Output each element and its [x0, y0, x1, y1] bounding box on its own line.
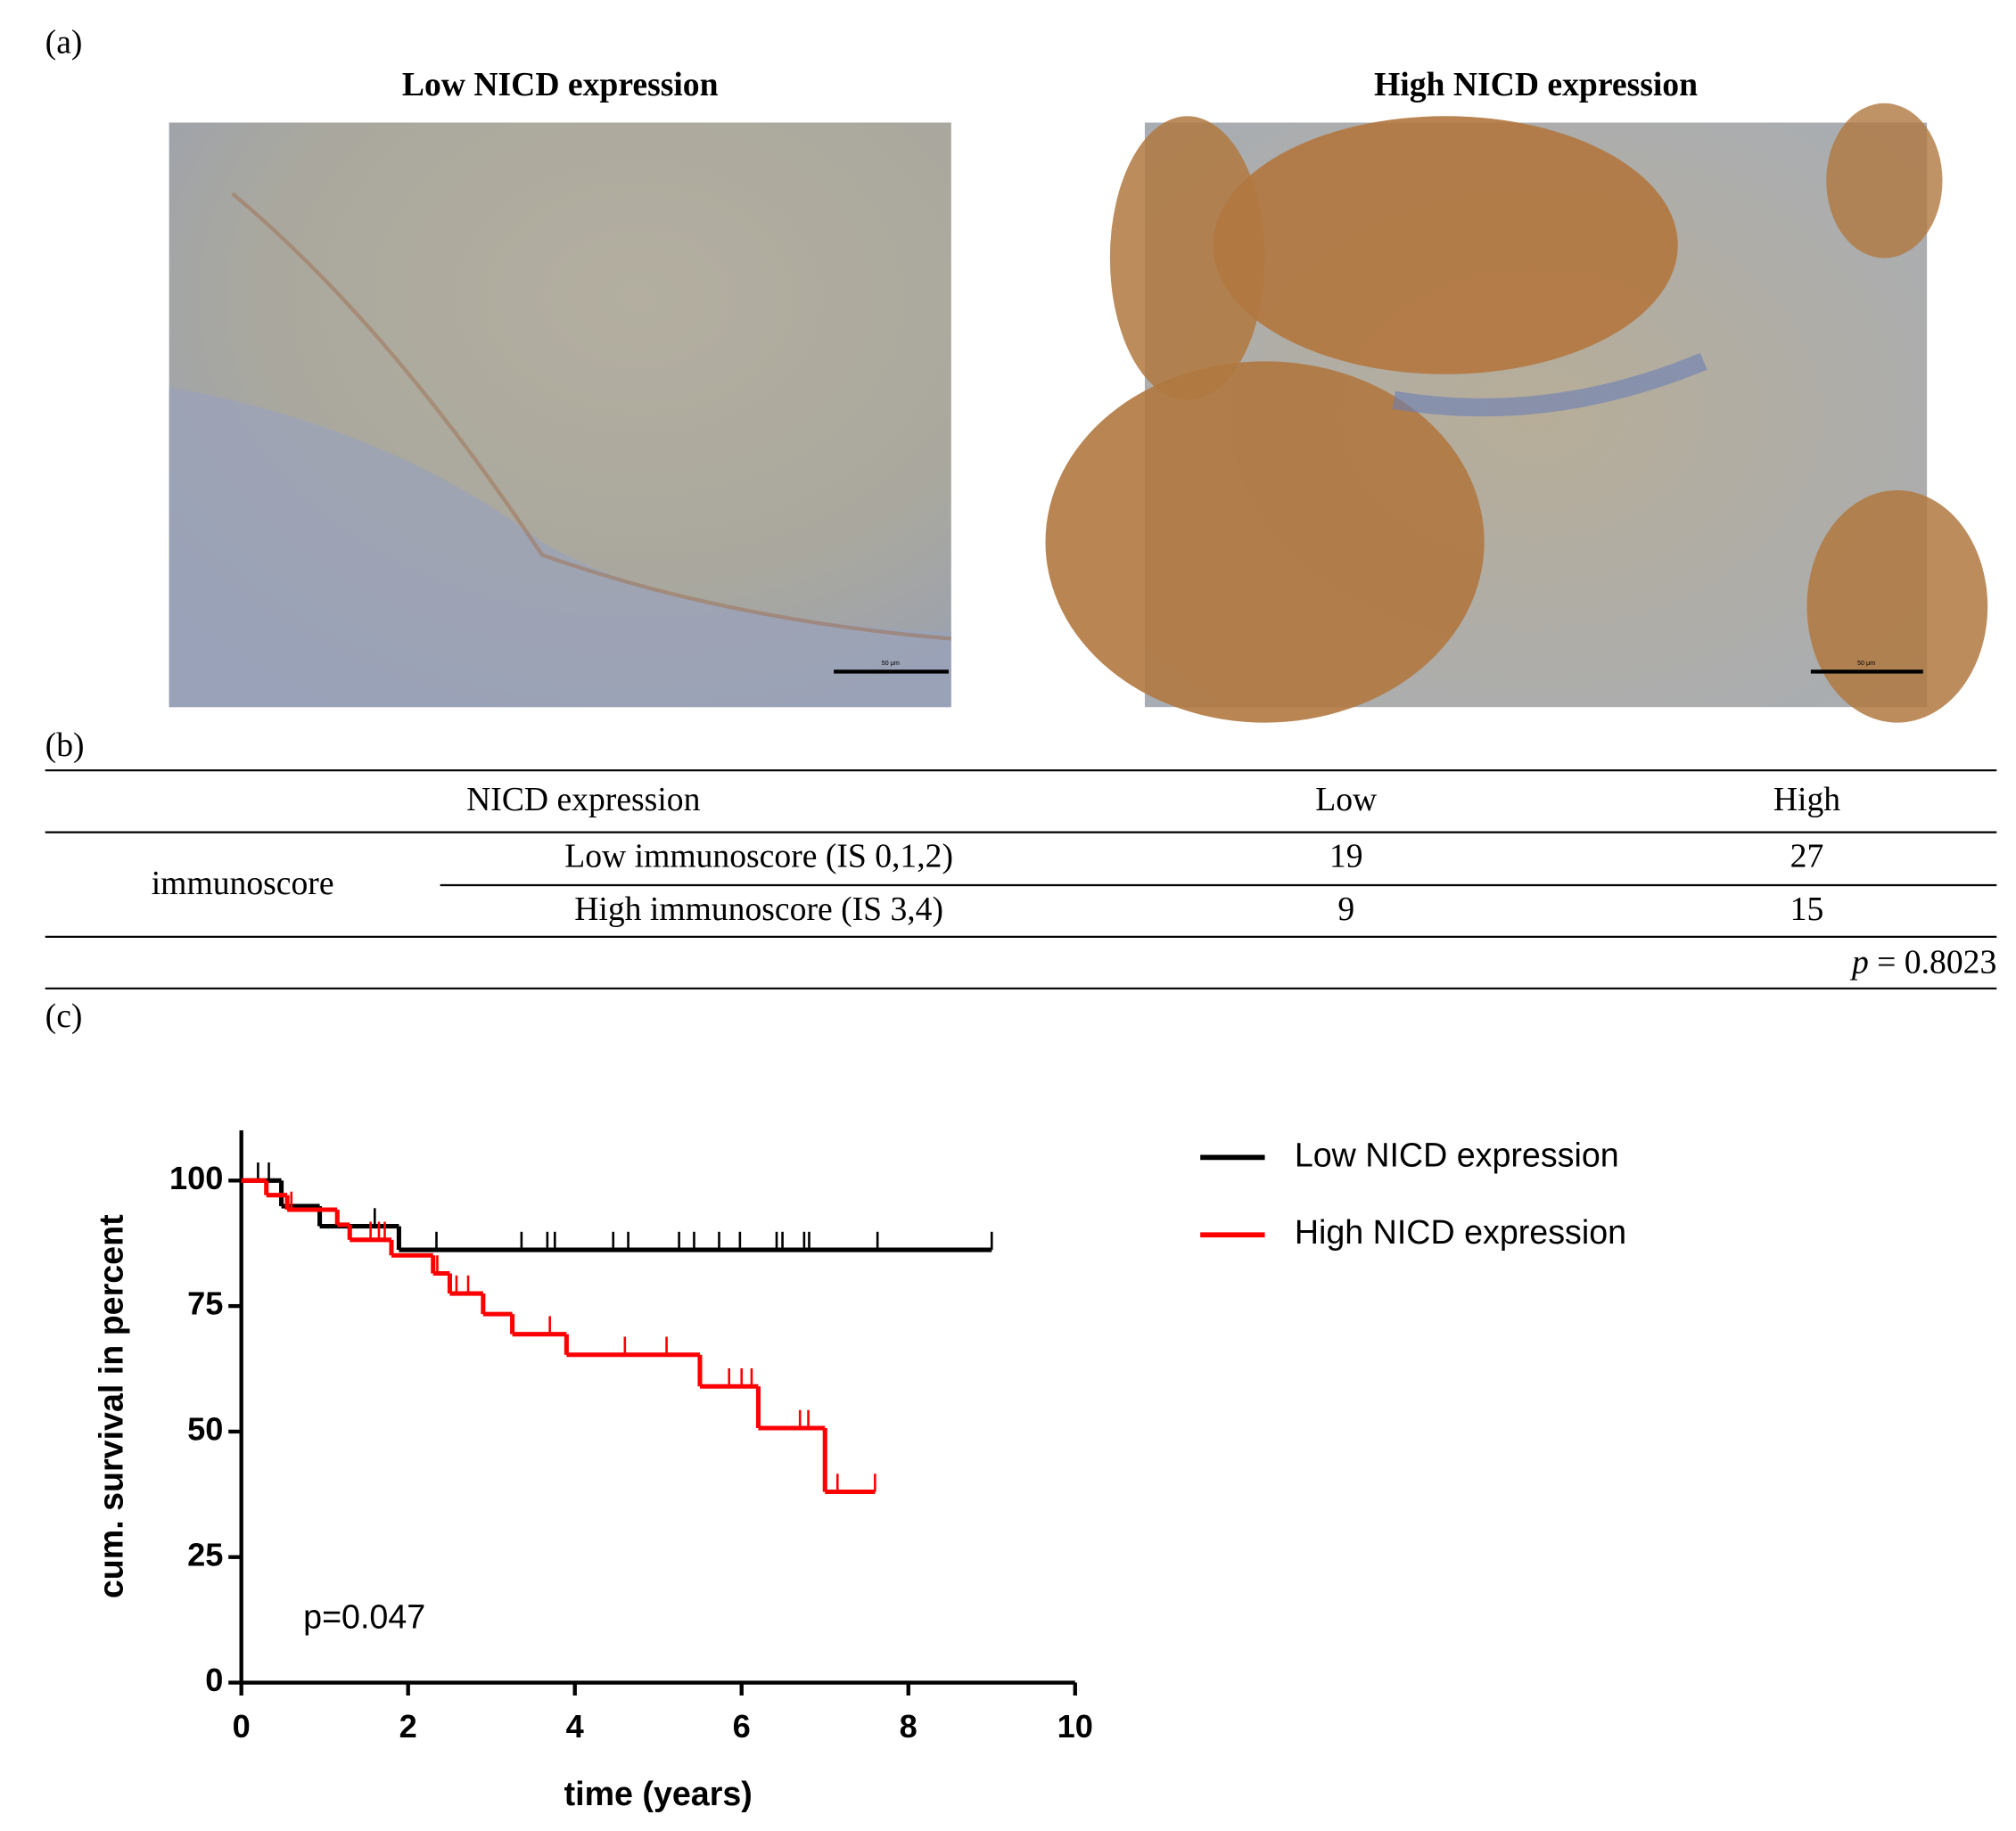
table-group: immunoscore	[152, 865, 334, 902]
table-header: Low	[1315, 781, 1377, 818]
legend-label: High NICD expression	[1295, 1213, 1626, 1251]
micrograph: 50 μm	[1045, 103, 1988, 723]
p-value: p = 0.8023	[1849, 943, 1996, 981]
legend-label: Low NICD expression	[1295, 1136, 1619, 1173]
table-cell: 19	[1329, 838, 1363, 875]
scale-bar-label: 50 μm	[1857, 659, 1875, 667]
y-tick-label: 0	[205, 1662, 223, 1698]
y-tick-label: 75	[187, 1285, 223, 1322]
p-text: = 0.8023	[1877, 943, 1996, 981]
micrograph: 50 μm	[169, 122, 951, 708]
image-title: Low NICD expression	[402, 66, 719, 103]
table-rules	[45, 769, 1997, 989]
annotation: p=0.047	[303, 1598, 425, 1636]
table-cell: High immunoscore (IS 3,4)	[574, 891, 943, 928]
y-tick-label: 50	[187, 1410, 223, 1447]
panel-label: (b)	[45, 727, 85, 764]
table-header: High	[1773, 781, 1840, 818]
x-tick-label: 10	[1057, 1708, 1093, 1745]
scale-bar-label: 50 μm	[882, 659, 900, 667]
image-title: High NICD expression	[1374, 66, 1698, 103]
x-tick-label: 4	[566, 1708, 584, 1745]
table-cell: 27	[1790, 838, 1824, 875]
x-tick-label: 8	[900, 1708, 917, 1745]
y-tick-label: 25	[187, 1536, 223, 1572]
p-symbol: p	[1849, 943, 1869, 981]
x-tick-label: 6	[733, 1708, 751, 1745]
x-axis-label: time (years)	[564, 1775, 753, 1812]
x-tick-label: 2	[399, 1708, 417, 1745]
y-tick-label: 100	[169, 1160, 223, 1196]
table-header: NICD expression	[466, 781, 700, 818]
table-cell: Low immunoscore (IS 0,1,2)	[564, 838, 953, 875]
y-axis-label: cum. survival in percent	[92, 1214, 129, 1598]
panel-label: (a)	[45, 23, 83, 61]
table-cell: 9	[1337, 891, 1354, 928]
x-tick-label: 0	[233, 1708, 251, 1745]
table-cell: 15	[1790, 891, 1824, 928]
km-chart: 0 25 50 75 100 0 2 4 6 8 10 time (years) cum. surviv…	[92, 1130, 1626, 1812]
panel-label: (c)	[45, 998, 83, 1035]
